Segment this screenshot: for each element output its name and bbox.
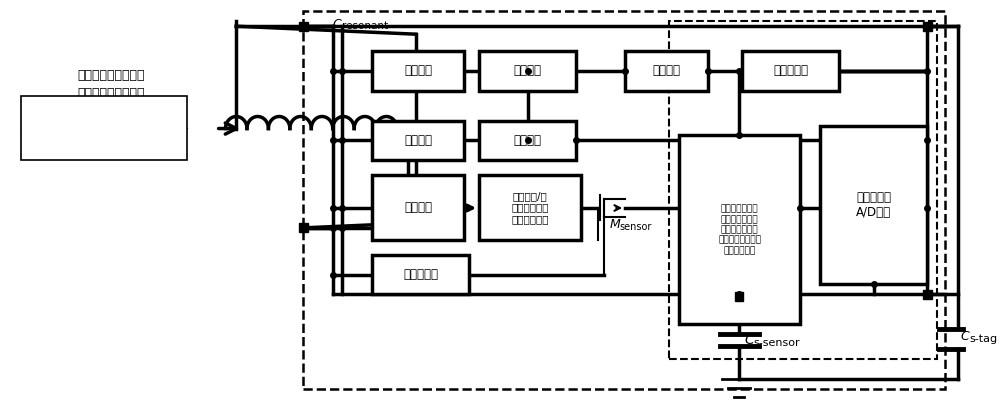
Text: 读卡器下行命令波形: 读卡器下行命令波形 (78, 87, 145, 100)
Bar (92, 96, 100, 160)
Text: 稳压模块: 稳压模块 (514, 134, 542, 147)
Text: s-sensor: s-sensor (754, 338, 800, 348)
Text: 时钟恢复: 时钟恢复 (404, 64, 432, 78)
Text: 射频标签/温
度传感器模式
转换逻辑控制: 射频标签/温 度传感器模式 转换逻辑控制 (511, 191, 549, 224)
Bar (372, 51, 464, 91)
Text: C: C (744, 333, 754, 347)
Bar (372, 175, 464, 240)
Bar (669, 21, 937, 359)
Bar (923, 22, 932, 31)
Bar (21, 96, 70, 160)
Bar (100, 96, 105, 160)
Text: sensor: sensor (619, 222, 652, 232)
Text: s-tag: s-tag (969, 334, 997, 344)
Bar (299, 22, 308, 31)
Text: 存储器模块: 存储器模块 (773, 64, 808, 78)
Text: 射频识别标签其
他部分（状态机
逻辑控制、能量
检测与限幅控制、
模式转换等）: 射频识别标签其 他部分（状态机 逻辑控制、能量 检测与限幅控制、 模式转换等） (718, 205, 761, 255)
Bar (77, 96, 87, 160)
Bar (820, 126, 927, 284)
Text: C: C (333, 18, 341, 31)
Bar (87, 96, 92, 160)
Bar (679, 135, 800, 324)
Bar (105, 96, 111, 160)
Text: 带隙基准: 带隙基准 (514, 64, 542, 78)
Bar (118, 96, 187, 160)
Text: resonant: resonant (342, 21, 389, 31)
Text: 负载调制器: 负载调制器 (403, 268, 438, 281)
Bar (21, 96, 187, 160)
Text: 命令解调: 命令解调 (404, 201, 432, 214)
Text: C: C (960, 330, 969, 343)
Bar (372, 121, 464, 160)
Bar (111, 96, 118, 160)
Text: 上电复位: 上电复位 (653, 64, 681, 78)
Bar (479, 121, 576, 160)
Bar (735, 292, 743, 301)
Bar (372, 255, 469, 294)
Text: 整流模块: 整流模块 (404, 134, 432, 147)
Text: 具有温度测量特征的: 具有温度测量特征的 (78, 69, 145, 83)
Bar (923, 290, 932, 299)
Bar (625, 51, 708, 91)
Bar (299, 223, 308, 232)
Bar (742, 51, 839, 91)
Bar (70, 96, 77, 160)
Bar (303, 11, 945, 389)
Bar (479, 51, 576, 91)
Text: M: M (609, 218, 620, 232)
Text: 温度测量和
A/D转换: 温度测量和 A/D转换 (856, 191, 891, 219)
Bar (479, 175, 581, 240)
